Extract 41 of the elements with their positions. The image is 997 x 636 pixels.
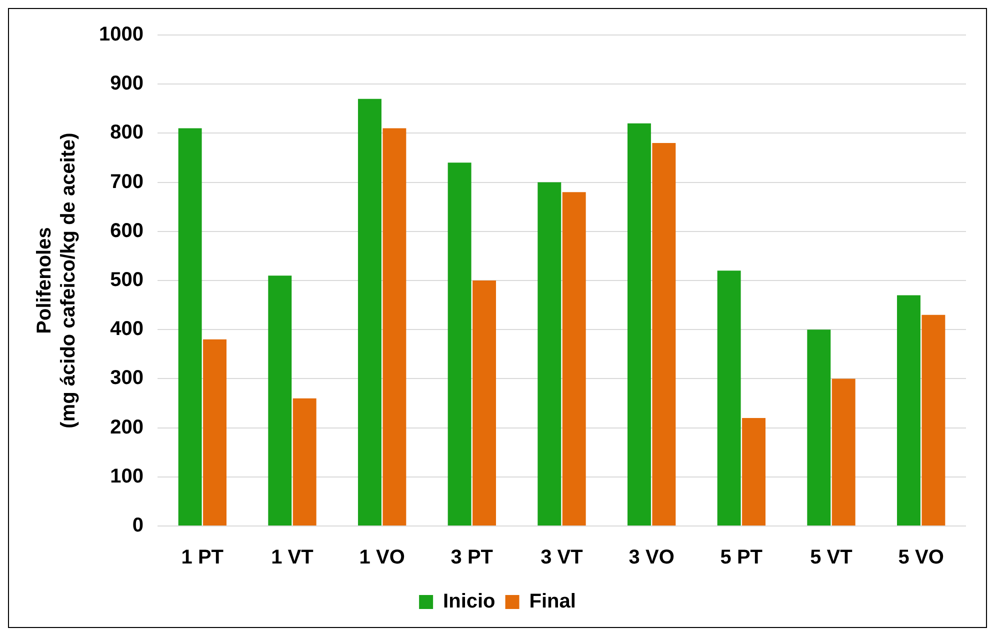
x-tick-label: 1 VT xyxy=(271,546,314,569)
bar xyxy=(203,339,226,526)
y-tick-label: 0 xyxy=(132,514,144,537)
x-tick-label: 3 VO xyxy=(628,546,674,569)
x-tick-label: 5 VT xyxy=(810,546,852,569)
y-tick-label: 500 xyxy=(110,269,144,292)
bar xyxy=(742,418,766,526)
bar xyxy=(922,314,946,526)
bar xyxy=(627,123,651,526)
y-tick-label: 100 xyxy=(110,465,144,488)
bar xyxy=(292,398,316,526)
y-tick-label: 300 xyxy=(110,367,144,390)
x-tick-label: 5 VO xyxy=(898,546,944,569)
y-tick-label: 400 xyxy=(110,318,144,340)
bar xyxy=(472,280,496,526)
y-tick-label: 900 xyxy=(110,72,144,95)
bar xyxy=(896,295,920,526)
x-tick-label: 3 PT xyxy=(450,546,494,569)
y-tick-label: 600 xyxy=(110,220,144,242)
bar xyxy=(448,162,472,526)
legend-label: Final xyxy=(529,590,576,613)
bar xyxy=(562,192,586,526)
bar xyxy=(807,330,831,526)
y-tick-label: 200 xyxy=(110,416,144,438)
bar xyxy=(652,143,676,526)
y-tick-label: 700 xyxy=(110,170,144,193)
bar xyxy=(382,128,406,526)
bar xyxy=(538,182,562,526)
x-tick-label: 5 PT xyxy=(720,546,763,569)
bar xyxy=(832,378,856,526)
bar xyxy=(268,276,292,526)
legend-label: Inicio xyxy=(443,590,496,613)
y-axis-title: Polifenoles (mg ácido cafeico/kg de aceite) xyxy=(34,132,80,428)
bar xyxy=(358,98,382,526)
y-tick-label: 1000 xyxy=(98,24,144,46)
y-tick-label: 800 xyxy=(110,122,144,144)
bar xyxy=(717,270,741,526)
x-tick-label: 1 PT xyxy=(181,546,224,569)
bar xyxy=(178,128,202,526)
x-tick-label: 3 VT xyxy=(540,546,583,569)
x-tick-label: 1 VO xyxy=(359,546,405,569)
